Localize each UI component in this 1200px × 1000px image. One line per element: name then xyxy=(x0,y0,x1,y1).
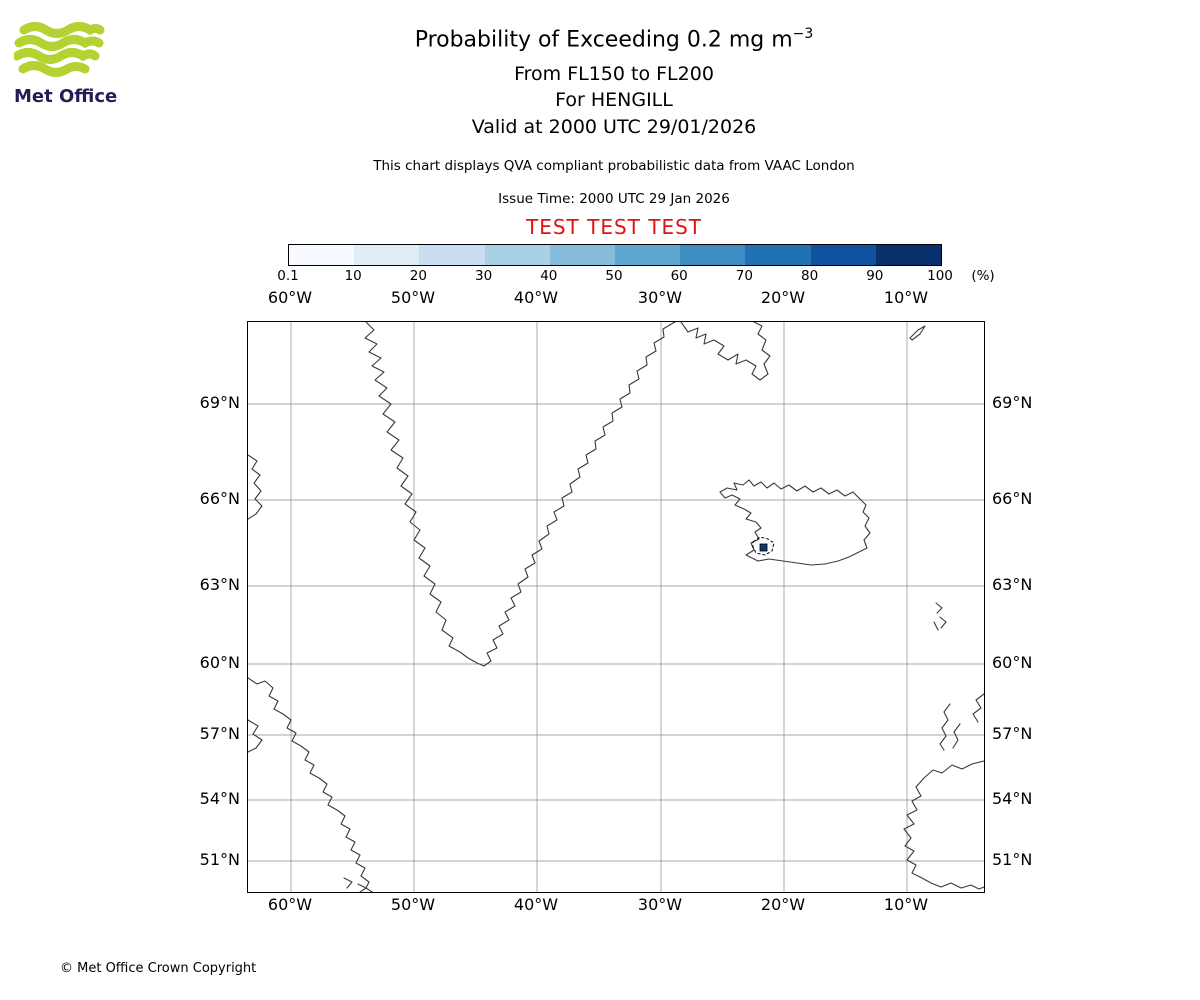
colorbar-segment xyxy=(875,245,942,265)
colorbar-tick-label: 40 xyxy=(540,268,558,284)
colorbar-tick-label: 0.1 xyxy=(277,268,299,284)
lat-label-left-60n: 60°N xyxy=(199,653,240,672)
issue-time: Issue Time: 2000 UTC 29 Jan 2026 xyxy=(498,191,730,207)
subtitle-flight-levels: From FL150 to FL200 xyxy=(514,63,714,85)
coastline-jan-mayen xyxy=(909,325,926,341)
graticule xyxy=(248,322,984,892)
lon-label-bottom-30w: 30°W xyxy=(637,895,683,914)
lon-label-bottom-20w: 20°W xyxy=(760,895,806,914)
lon-label-bottom-60w: 60°W xyxy=(267,895,313,914)
subtitle-volcano: For HENGILL xyxy=(555,89,673,111)
lat-label-right-66n: 66°N xyxy=(992,489,1033,508)
page-title-text: Probability of Exceeding 0.2 mg m xyxy=(414,27,793,53)
subtitle-valid-time: Valid at 2000 UTC 29/01/2026 xyxy=(471,116,757,138)
coastline-labrador xyxy=(247,677,373,893)
lat-label-left-66n: 66°N xyxy=(199,489,240,508)
met-office-logo: Met Office xyxy=(12,22,124,107)
lat-label-left-51n: 51°N xyxy=(199,850,240,869)
colorbar-segments xyxy=(289,245,942,265)
colorbar-tick-label: 10 xyxy=(344,268,362,284)
coastline-hebrides xyxy=(972,693,985,723)
lon-label-top-60w: 60°W xyxy=(267,288,313,307)
colorbar-tick-label: 60 xyxy=(670,268,688,284)
lat-label-right-51n: 51°N xyxy=(992,850,1033,869)
lat-label-left-54n: 54°N xyxy=(199,789,240,808)
colorbar-segment xyxy=(354,245,420,265)
lat-label-right-69n: 69°N xyxy=(992,393,1033,412)
colorbar-ticks: 0.1 10 20 30 40 50 60 70 80 90 100 xyxy=(277,268,953,286)
lon-label-bottom-50w: 50°W xyxy=(390,895,436,914)
coastline-ireland xyxy=(903,760,985,890)
colorbar-tick-label: 20 xyxy=(409,268,427,284)
lon-label-top-50w: 50°W xyxy=(390,288,436,307)
colorbar-segment xyxy=(484,245,550,265)
coastline-faroes xyxy=(933,602,947,631)
page-title-exponent: −3 xyxy=(792,26,814,42)
colorbar-segment xyxy=(745,245,811,265)
colorbar-tick-label: 80 xyxy=(801,268,819,284)
met-office-logo-graphic xyxy=(12,22,105,77)
colorbar-segment xyxy=(680,245,746,265)
colorbar-segment xyxy=(549,245,616,265)
lon-label-top-30w: 30°W xyxy=(637,288,683,307)
coastline-hebrides-2 xyxy=(939,703,951,751)
coastline-labrador-islands xyxy=(343,877,367,893)
lat-label-left-69n: 69°N xyxy=(199,393,240,412)
map-area xyxy=(247,321,985,893)
coastline-greenland-northeast xyxy=(680,321,771,381)
lon-label-bottom-40w: 40°W xyxy=(513,895,559,914)
lat-label-right-57n: 57°N xyxy=(992,724,1033,743)
lon-label-bottom-10w: 10°W xyxy=(883,895,929,914)
lat-label-left-57n: 57°N xyxy=(199,724,240,743)
colorbar-tick-label: 70 xyxy=(735,268,753,284)
coastline-hebrides-3 xyxy=(952,723,961,749)
lat-label-left-63n: 63°N xyxy=(199,575,240,594)
colorbar-tick-label: 100 xyxy=(927,268,953,284)
met-office-logo-text: Met Office xyxy=(14,86,118,107)
colorbar-unit-label: (%) xyxy=(971,268,995,284)
coastline-iceland xyxy=(719,479,871,566)
page-title: Probability of Exceeding 0.2 mg m−3 xyxy=(14,26,1200,52)
copyright-notice: © Met Office Crown Copyright xyxy=(60,961,257,976)
map-canvas xyxy=(247,321,985,893)
colorbar xyxy=(288,244,942,266)
colorbar-tick-label: 90 xyxy=(866,268,884,284)
colorbar-segment xyxy=(810,245,876,265)
lon-label-top-20w: 20°W xyxy=(760,288,806,307)
test-banner: TEST TEST TEST xyxy=(525,215,702,239)
coastline-greenland xyxy=(364,321,676,667)
coastline-baffin xyxy=(247,454,263,520)
colorbar-segment xyxy=(289,245,355,265)
colorbar-segment xyxy=(419,245,485,265)
lon-label-top-10w: 10°W xyxy=(883,288,929,307)
lon-label-top-40w: 40°W xyxy=(513,288,559,307)
colorbar-tick-label: 50 xyxy=(605,268,623,284)
colorbar-tick-label: 30 xyxy=(475,268,493,284)
lat-label-right-63n: 63°N xyxy=(992,575,1033,594)
qva-description: This chart displays QVA compliant probab… xyxy=(373,158,855,174)
coastline-labrador-inlet xyxy=(247,719,263,753)
lat-label-right-60n: 60°N xyxy=(992,653,1033,672)
lat-label-right-54n: 54°N xyxy=(992,789,1033,808)
colorbar-segment xyxy=(615,245,681,265)
hengill-probability-marker xyxy=(752,536,775,556)
